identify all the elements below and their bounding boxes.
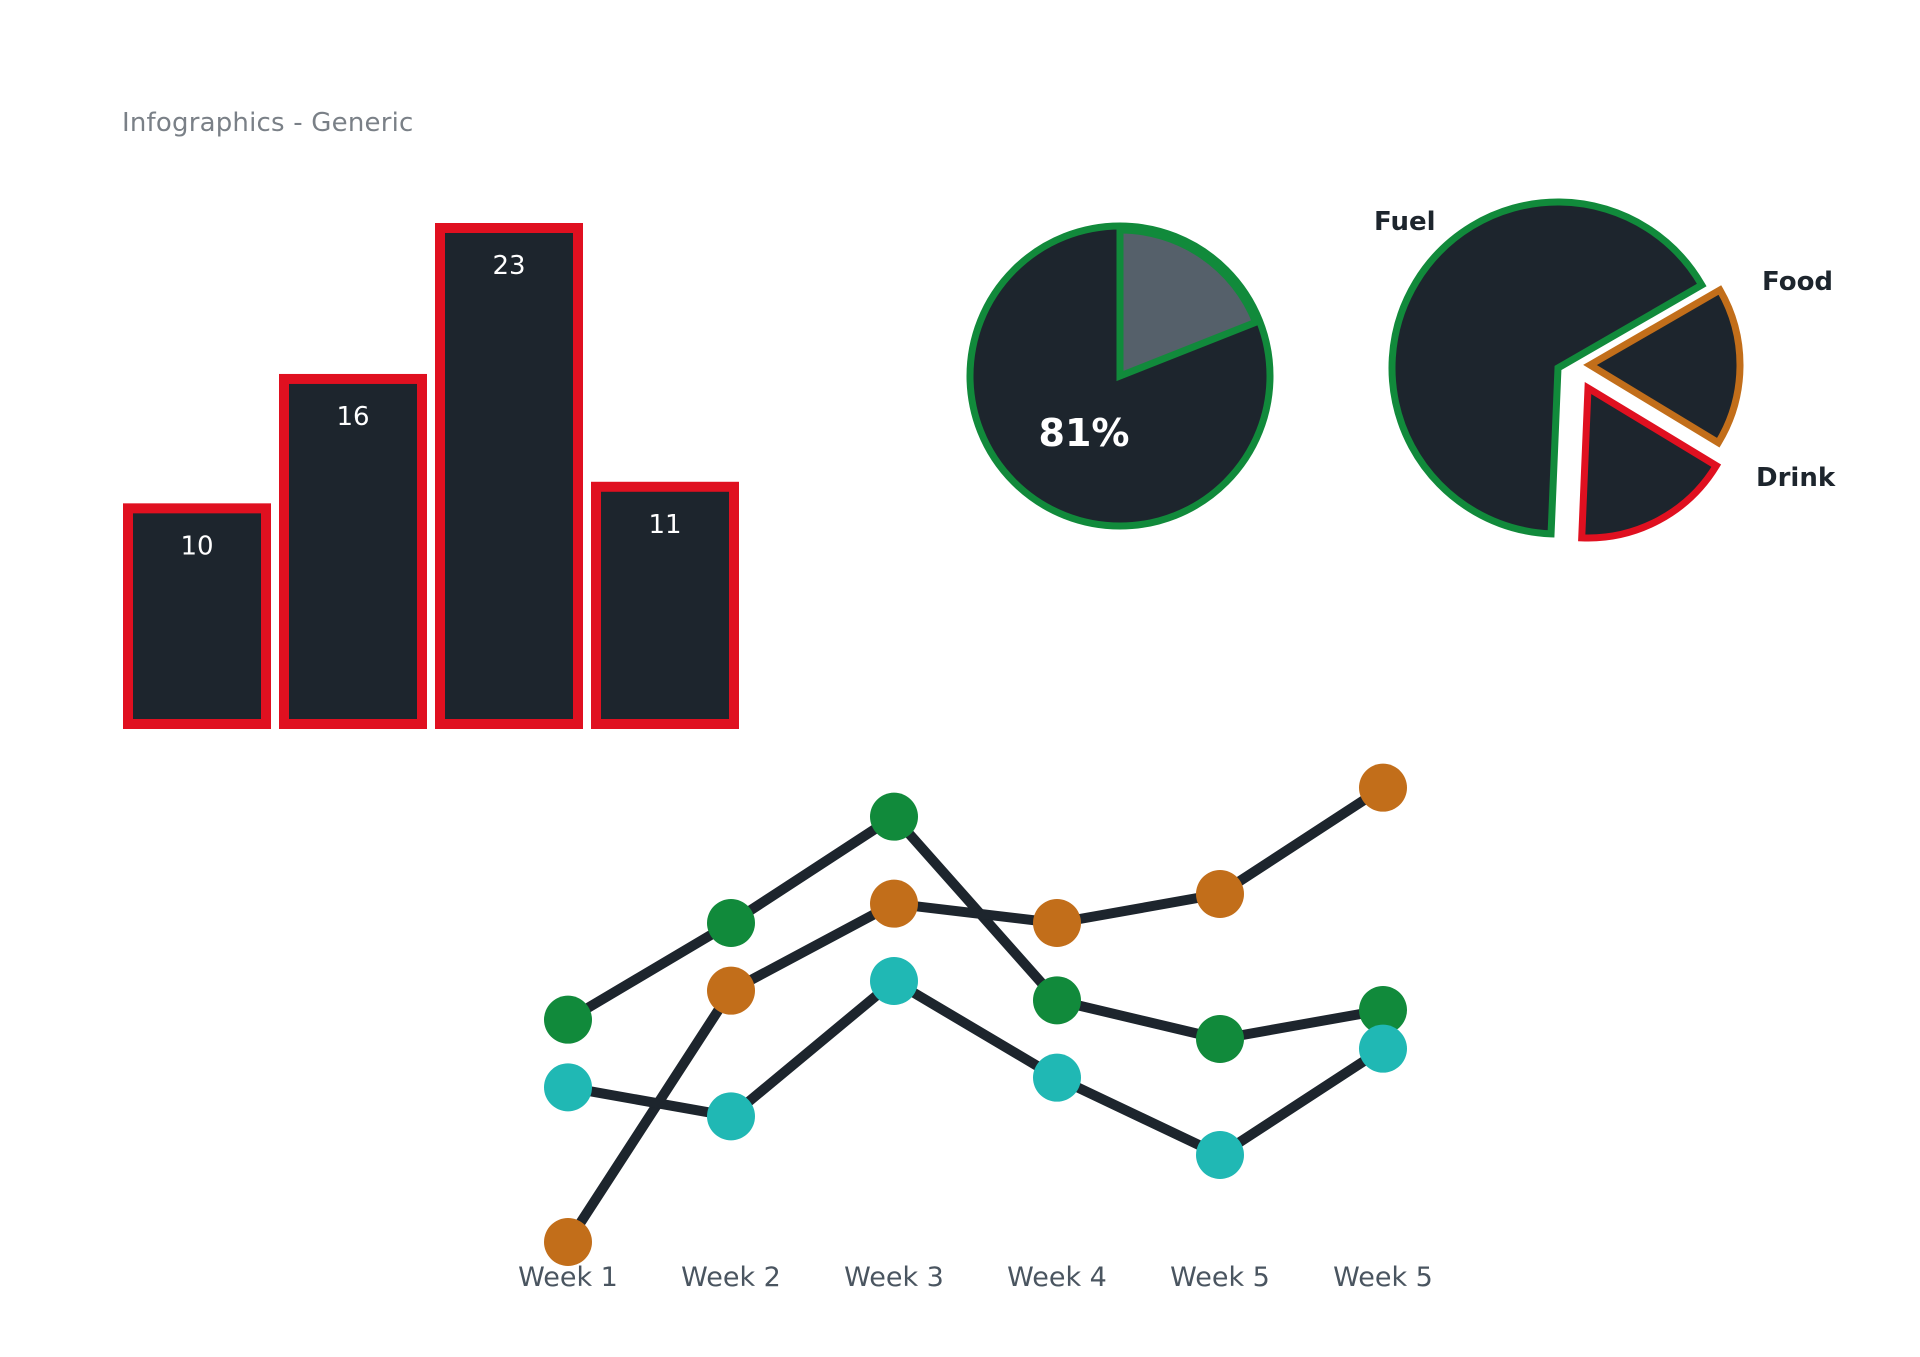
bar-value-label: 16 [336,402,369,432]
data-point [870,957,918,1005]
data-point [707,966,755,1015]
percent-pie-chart: 81% [966,222,1274,530]
data-point [544,1218,592,1266]
data-point [1033,1053,1081,1102]
bar [435,223,583,729]
bar-value-label: 11 [648,510,681,540]
bar-value-label: 10 [180,531,213,561]
x-axis-tick-label: Week 5 [1170,1262,1270,1293]
pie-slice-remainder [1116,226,1261,382]
bar-value-label: 23 [492,251,525,281]
bar [591,481,739,730]
x-axis-tick-label: Week 1 [518,1262,618,1293]
pie-label-drink: Drink [1756,463,1836,493]
bar [279,373,427,729]
data-point [870,792,918,841]
pie-slice-drink [1578,381,1722,542]
data-point [544,995,592,1044]
x-axis-tick-label: Week 5 [1333,1262,1433,1293]
x-axis-tick-label: Week 3 [844,1262,944,1293]
bar-chart: 10 16 23 11 [123,223,739,730]
data-point [870,879,918,928]
series-line [563,976,1388,1160]
data-point [544,1063,592,1112]
line-series-paths [563,782,1388,1247]
data-point [1359,1024,1407,1073]
data-point [707,899,755,947]
pie-percent-label: 81% [1039,411,1130,455]
data-point [1033,899,1081,947]
exploded-pie-chart: Fuel Food Drink [1374,198,1836,542]
x-axis-tick-label: Week 4 [1007,1262,1107,1293]
pie-label-fuel: Fuel [1374,207,1436,237]
data-point [1196,870,1244,918]
data-point [1196,1015,1244,1063]
pie-slice-fuel [1388,198,1707,538]
page-title: Infographics - Generic [122,108,414,138]
data-point [1359,763,1407,812]
data-point [707,1092,755,1141]
x-axis-tick-label: Week 2 [681,1262,781,1293]
line-chart: Week 1 Week 2 Week 3 Week 4 Week 5 Week 5 [518,763,1433,1293]
data-point [1359,986,1407,1034]
line-series-markers [544,763,1407,1266]
series-line [563,811,1388,1044]
data-point [1196,1131,1244,1179]
series-line [563,782,1388,1247]
data-point [1033,976,1081,1025]
pie-slice-food [1583,285,1744,448]
bar [123,503,271,730]
pie-label-food: Food [1762,267,1833,297]
